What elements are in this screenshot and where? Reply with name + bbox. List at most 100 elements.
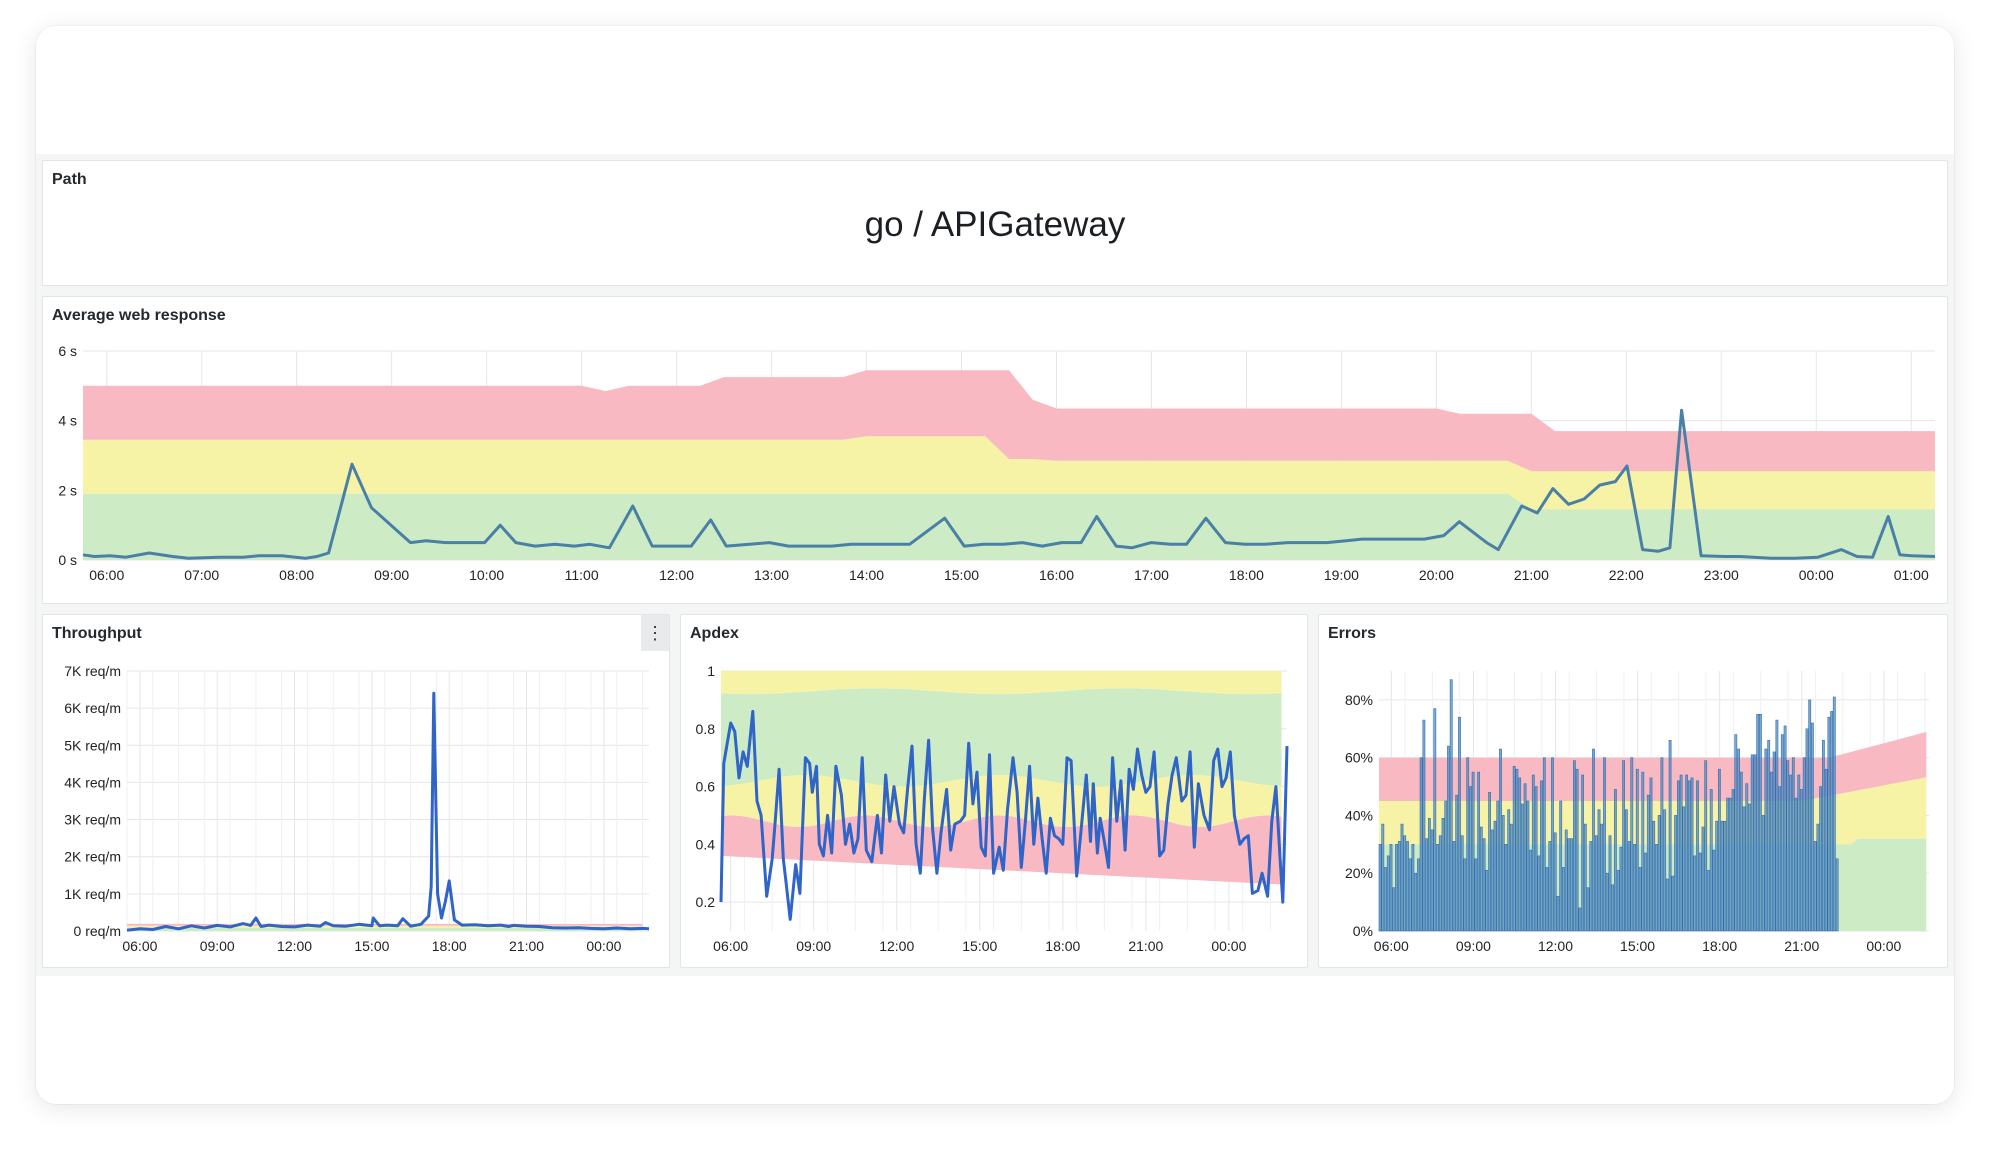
y-tick-label: 4K req/m <box>64 774 121 790</box>
error-bar <box>1800 789 1803 932</box>
error-bar <box>1515 768 1519 932</box>
error-bar <box>1696 780 1699 932</box>
y-tick-label: 0 req/m <box>74 923 121 939</box>
error-bar <box>1592 748 1595 932</box>
error-bar <box>1542 757 1546 932</box>
error-bar <box>1444 800 1448 932</box>
error-bar <box>1507 809 1511 932</box>
error-bar <box>1521 803 1524 932</box>
error-bar <box>1723 820 1727 932</box>
error-bar <box>1406 841 1409 932</box>
error-bar <box>1635 768 1639 932</box>
x-tick-label: 14:00 <box>849 567 884 583</box>
error-bar <box>1430 829 1434 932</box>
error-bar <box>1679 774 1683 932</box>
dashboard-window: Path go / APIGateway Average web respons… <box>36 26 1954 1104</box>
error-bar <box>1786 760 1790 932</box>
x-tick-label: 09:00 <box>796 938 831 954</box>
error-bar <box>1518 777 1522 932</box>
x-tick-label: 23:00 <box>1704 567 1739 583</box>
error-bar <box>1419 757 1423 932</box>
y-tick-label: 2 s <box>58 482 77 498</box>
error-bar <box>1665 878 1669 932</box>
error-bar <box>1704 760 1708 932</box>
x-tick-label: 18:00 <box>432 938 467 954</box>
error-bar <box>1789 774 1792 932</box>
error-bar <box>1778 786 1782 932</box>
x-tick-label: 21:00 <box>509 938 544 954</box>
error-bar <box>1504 844 1508 932</box>
error-bar <box>1827 716 1831 932</box>
error-bar <box>1474 858 1478 932</box>
x-tick-label: 00:00 <box>1211 938 1246 954</box>
error-bar <box>1490 829 1494 932</box>
error-bar <box>1460 835 1464 932</box>
x-tick-label: 06:00 <box>122 938 157 954</box>
x-tick-label: 06:00 <box>89 567 124 583</box>
y-tick-label: 1 <box>707 663 715 679</box>
error-bar <box>1553 832 1557 932</box>
panel-title: Average web response <box>52 307 226 324</box>
error-bar <box>1797 774 1801 932</box>
error-bar <box>1537 855 1541 932</box>
error-bar <box>1556 895 1560 932</box>
error-bar <box>1392 887 1396 932</box>
y-tick-label: 4 s <box>58 413 77 429</box>
error-bar <box>1523 783 1527 932</box>
errors-chart: 0% 20% 40% 60% 80% 06:00 09:00 12:00 15:00 18:00 2… <box>1345 671 1929 954</box>
x-tick-label: 18:00 <box>1229 567 1264 583</box>
more-vertical-icon[interactable]: ⋮ <box>641 615 669 651</box>
error-bar <box>1835 858 1839 932</box>
x-tick-label: 10:00 <box>469 567 504 583</box>
error-bar <box>1693 855 1697 932</box>
error-bar <box>1748 803 1751 932</box>
error-bar <box>1701 826 1705 932</box>
error-bar <box>1633 844 1637 932</box>
error-bar <box>1652 820 1656 932</box>
error-bar <box>1707 870 1710 932</box>
error-bar <box>1477 771 1481 932</box>
x-tick-label: 15:00 <box>354 938 389 954</box>
error-bar <box>1512 766 1516 932</box>
error-bar <box>1734 734 1738 932</box>
error-bar <box>1775 719 1779 932</box>
error-bar <box>1810 722 1814 932</box>
error-bar <box>1624 809 1628 932</box>
error-bar <box>1676 780 1680 932</box>
error-bar <box>1422 719 1426 932</box>
error-bar <box>1540 780 1543 932</box>
x-tick-label: 21:00 <box>1514 567 1549 583</box>
error-bar <box>1531 774 1535 932</box>
error-bar <box>1510 823 1513 932</box>
error-bar <box>1603 757 1606 932</box>
error-bar <box>1449 679 1453 932</box>
error-bar <box>1613 789 1617 932</box>
path-value: go / APIGateway <box>864 205 1126 244</box>
y-tick-label: 1K req/m <box>64 886 121 902</box>
error-bar <box>1417 858 1420 932</box>
error-bar <box>1397 841 1401 932</box>
apdex-chart: 0.2 0.4 0.6 0.8 1 06:00 09:00 12:00 15:00 18:00 21… <box>696 663 1289 954</box>
error-bar <box>1408 858 1412 932</box>
error-bar <box>1501 815 1505 932</box>
x-tick-label: 07:00 <box>184 567 219 583</box>
y-tick-label: 0 s <box>58 552 77 568</box>
series-line <box>126 691 650 932</box>
y-tick-label: 6 s <box>58 343 77 359</box>
error-bar <box>1575 768 1579 932</box>
throughput-chart: 0 req/m 1K req/m 2K req/m 3K req/m 4K req/m 5… <box>64 663 650 954</box>
error-bar <box>1830 711 1834 932</box>
y-tick-label: 0.4 <box>696 836 716 852</box>
error-bar <box>1438 835 1442 932</box>
error-bar <box>1764 748 1768 932</box>
error-bar <box>1386 855 1390 932</box>
x-tick-label: 09:00 <box>1456 938 1491 954</box>
error-bar <box>1559 800 1563 932</box>
y-tick-label: 80% <box>1345 692 1373 708</box>
error-bar <box>1594 835 1598 932</box>
error-bar <box>1630 757 1634 932</box>
y-tick-label: 0.6 <box>696 779 716 795</box>
error-bar <box>1482 838 1486 932</box>
error-bar <box>1644 852 1647 932</box>
x-tick-label: 15:00 <box>1620 938 1655 954</box>
